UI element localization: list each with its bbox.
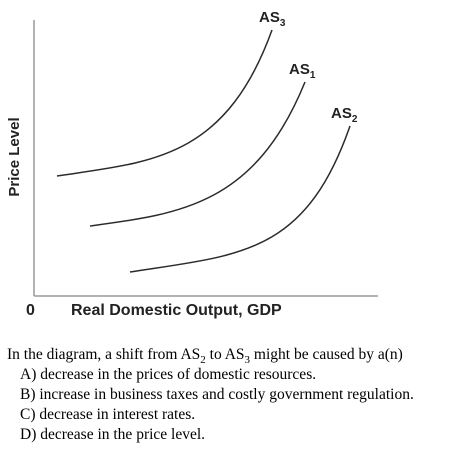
y-axis-label: Price Level (6, 117, 23, 196)
option-d[interactable]: D) decrease in the price level. (20, 426, 206, 443)
as2-curve (129, 125, 351, 273)
stem-sub-2: 3 (244, 354, 251, 367)
origin-label: 0 (26, 302, 35, 319)
option-b[interactable]: B) increase in business taxes and costly… (20, 386, 414, 403)
option-c[interactable]: C) decrease in interest rates. (20, 406, 196, 423)
aggregate-supply-diagram: Price Level 0 Real Domestic Output, GDP … (6, 9, 378, 319)
stem-part-3: might be caused by a(n) (250, 346, 403, 363)
x-axis-label: Real Domestic Output, GDP (71, 302, 282, 319)
as1-label: AS1 (289, 61, 316, 81)
as3-curve (56, 29, 273, 177)
as2-label: AS2 (331, 105, 358, 125)
stem-part-1: In the diagram, a shift from AS (7, 346, 201, 363)
stem-sub-1: 2 (200, 354, 206, 367)
question-block: In the diagram, a shift from AS2 to AS3 … (7, 345, 467, 445)
option-a[interactable]: A) decrease in the prices of domestic re… (20, 366, 317, 383)
stem-part-2: to AS (205, 346, 245, 363)
as3-label: AS3 (259, 9, 286, 29)
as1-curve (89, 81, 306, 227)
question-stem: In the diagram, a shift from AS2 to AS3 … (7, 345, 467, 367)
